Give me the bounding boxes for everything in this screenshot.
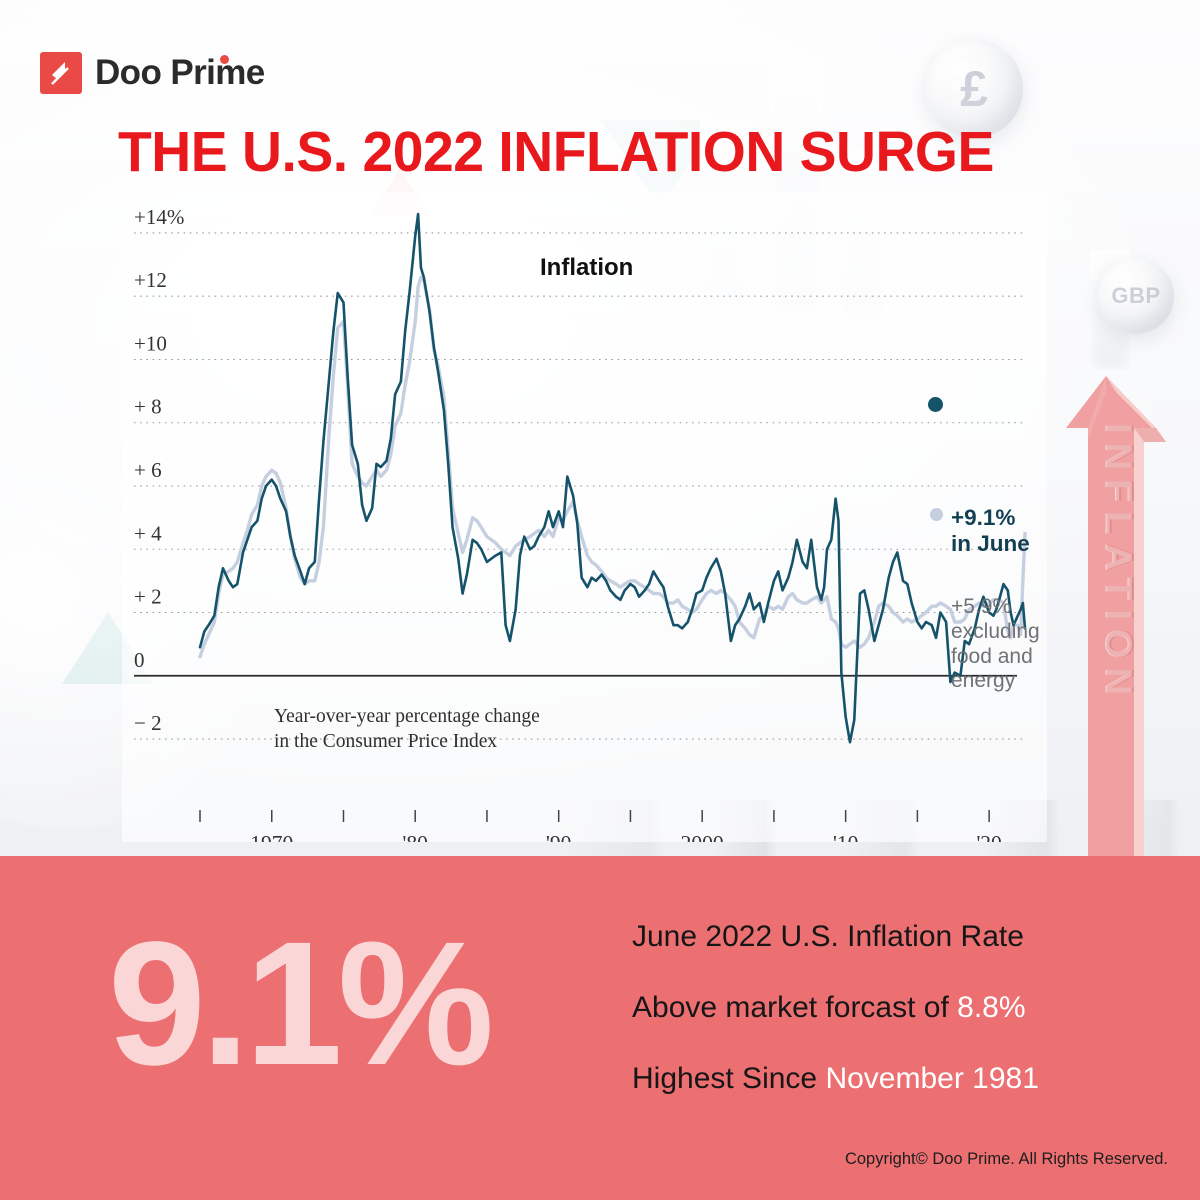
endpoint-dot-core xyxy=(930,508,943,521)
brand-name: Doo Prime xyxy=(95,53,265,93)
endpoint-dot-headline xyxy=(928,397,943,412)
brand-i-dot-icon xyxy=(220,55,229,64)
x-axis-label: '10 xyxy=(833,831,858,842)
y-axis-label: +12 xyxy=(134,268,167,292)
stats-band: 9.1% June 2022 U.S. Inflation Rate Above… xyxy=(0,856,1200,1200)
inflation-chart: − 2 0 + 2 + 4 + 6 + 8 +10 +12 +14% 1970 '80 '90 2000… xyxy=(122,192,1047,842)
y-axis-label: 0 xyxy=(134,648,145,672)
series-line-core xyxy=(198,275,1027,659)
stat-line-2: Above market forcast of 8.8% xyxy=(632,991,1026,1025)
brand-logo[interactable]: Doo Prime xyxy=(40,52,265,94)
x-axis-label: '20 xyxy=(976,831,1001,842)
y-axis-label: + 6 xyxy=(134,458,162,482)
y-axis-label: +10 xyxy=(134,331,167,355)
x-axis-label: 1970 xyxy=(250,831,293,842)
y-axis-label: + 2 xyxy=(134,585,162,609)
x-axis-label: '80 xyxy=(403,831,428,842)
logo-slash-icon xyxy=(51,62,69,85)
brand-name-text: Doo Prime xyxy=(95,53,265,92)
annotation-headline: +9.1% in June xyxy=(951,505,1030,557)
doo-prime-logo-icon xyxy=(40,52,82,94)
series-line-headline xyxy=(198,212,1027,744)
stat-1-text: June 2022 U.S. Inflation Rate xyxy=(632,920,1024,953)
annotation-core: +5.9% excluding food and energy xyxy=(951,595,1040,693)
page-title: THE U.S. 2022 INFLATION SURGE xyxy=(118,120,994,184)
chart-plot-area: − 2 0 + 2 + 4 + 6 + 8 +10 +12 +14% 1970 '80 '90 2000… xyxy=(134,205,1027,842)
chart-caption: Year-over-year percentage change in the … xyxy=(274,706,540,752)
x-axis-label: '90 xyxy=(546,831,571,842)
stat-3-highlight: November 1981 xyxy=(825,1062,1039,1095)
stat-2-text: Above market forcast of xyxy=(632,991,958,1024)
stat-2-highlight: 8.8% xyxy=(957,991,1026,1024)
series-label-inflation: Inflation xyxy=(540,254,634,281)
x-axis-label: 2000 xyxy=(681,831,724,842)
big-rate-number: 9.1% xyxy=(108,906,494,1102)
arrow-up-icon xyxy=(1066,376,1166,866)
stat-3-text: Highest Since xyxy=(632,1062,826,1095)
y-axis-label: − 2 xyxy=(134,711,162,735)
y-axis-label: +14% xyxy=(134,205,184,229)
stat-line-3: Highest Since November 1981 xyxy=(632,1062,1039,1096)
stat-line-1: June 2022 U.S. Inflation Rate xyxy=(632,920,1024,954)
inflation-arrow: INFLATION xyxy=(1060,366,1180,866)
copyright-text: Copyright© Doo Prime. All Rights Reserve… xyxy=(844,1150,1168,1168)
y-axis-label: + 8 xyxy=(134,395,162,419)
y-axis-label: + 4 xyxy=(134,521,162,545)
